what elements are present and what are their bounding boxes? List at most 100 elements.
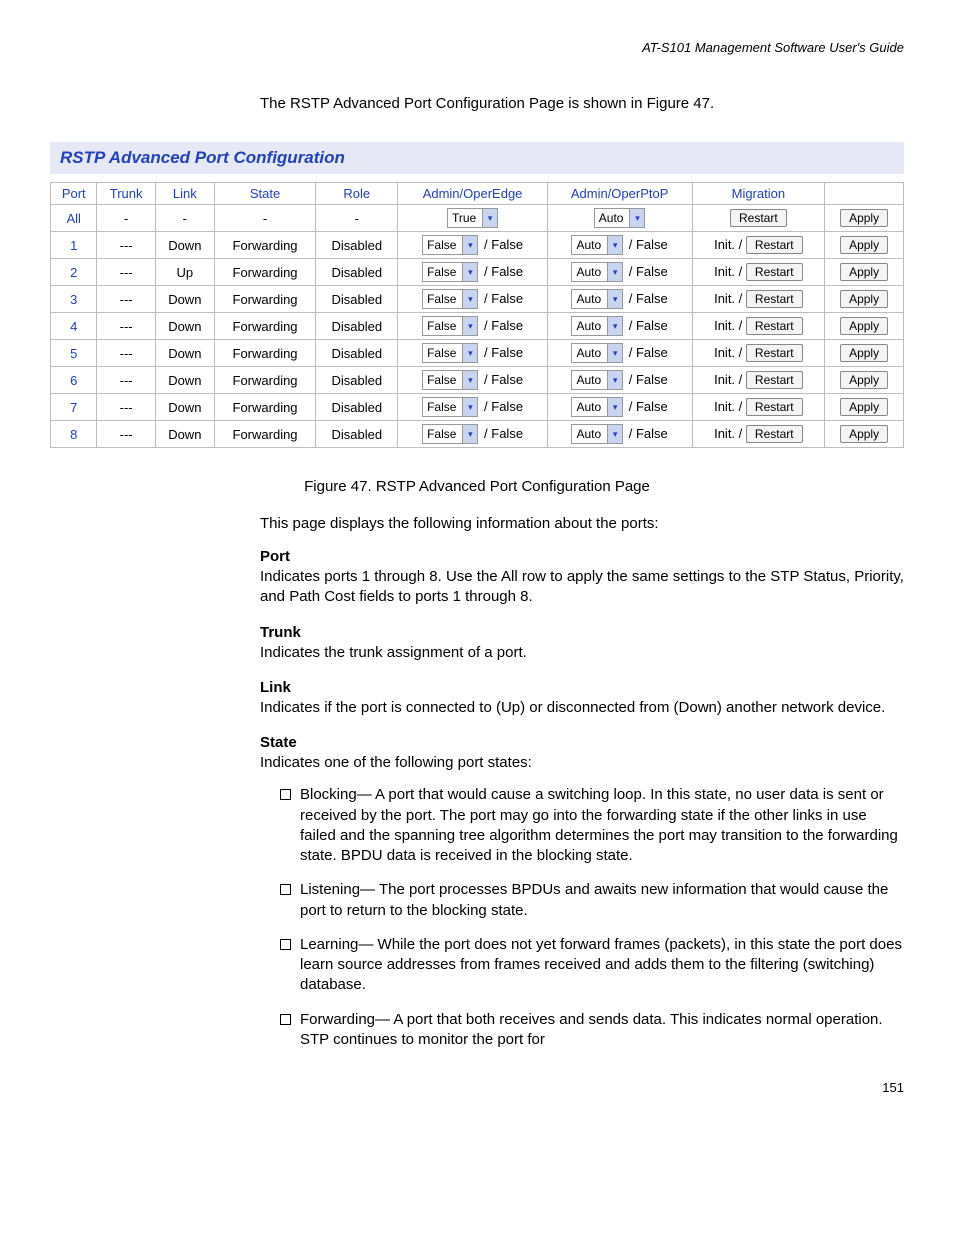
dropdown-value: Auto bbox=[572, 265, 607, 279]
state-item: Forwarding— A port that both receives an… bbox=[280, 1010, 904, 1051]
dropdown[interactable]: Auto▾ bbox=[571, 316, 623, 336]
field-port-desc: Indicates ports 1 through 8. Use the All… bbox=[260, 567, 904, 608]
init-label: Init. / bbox=[714, 237, 742, 252]
restart-button[interactable]: Restart bbox=[746, 371, 803, 389]
cell-trunk: --- bbox=[97, 367, 155, 394]
dropdown[interactable]: Auto▾ bbox=[571, 424, 623, 444]
restart-button[interactable]: Restart bbox=[746, 290, 803, 308]
cell-edge: False▾ / False bbox=[398, 232, 547, 259]
dropdown[interactable]: False▾ bbox=[422, 343, 478, 363]
restart-button[interactable]: Restart bbox=[746, 425, 803, 443]
apply-button[interactable]: Apply bbox=[840, 290, 888, 308]
cell-ptop: Auto▾ bbox=[547, 205, 692, 232]
cell-apply: Apply bbox=[825, 340, 904, 367]
apply-button[interactable]: Apply bbox=[840, 317, 888, 335]
cell-migration: Init. / Restart bbox=[692, 394, 825, 421]
dropdown[interactable]: Auto▾ bbox=[594, 208, 646, 228]
table-row: 1---DownForwardingDisabledFalse▾ / False… bbox=[51, 232, 904, 259]
restart-button[interactable]: Restart bbox=[746, 398, 803, 416]
restart-button[interactable]: Restart bbox=[746, 344, 803, 362]
dropdown[interactable]: Auto▾ bbox=[571, 397, 623, 417]
chevron-down-icon: ▾ bbox=[607, 398, 622, 416]
port-link[interactable]: 5 bbox=[51, 340, 97, 367]
port-link[interactable]: 3 bbox=[51, 286, 97, 313]
restart-button[interactable]: Restart bbox=[746, 236, 803, 254]
oper-ptop: / False bbox=[629, 345, 668, 360]
apply-button[interactable]: Apply bbox=[840, 371, 888, 389]
apply-button[interactable]: Apply bbox=[840, 209, 888, 227]
dropdown-value: False bbox=[423, 427, 462, 441]
port-all[interactable]: All bbox=[51, 205, 97, 232]
dropdown[interactable]: False▾ bbox=[422, 316, 478, 336]
cell-link: Down bbox=[155, 340, 214, 367]
dropdown[interactable]: False▾ bbox=[422, 235, 478, 255]
port-link[interactable]: 2 bbox=[51, 259, 97, 286]
oper-edge: / False bbox=[484, 399, 523, 414]
restart-button[interactable]: Restart bbox=[746, 263, 803, 281]
cell-edge: False▾ / False bbox=[398, 313, 547, 340]
dropdown[interactable]: Auto▾ bbox=[571, 370, 623, 390]
cell-trunk: --- bbox=[97, 340, 155, 367]
cell-trunk: --- bbox=[97, 313, 155, 340]
chevron-down-icon: ▾ bbox=[462, 290, 477, 308]
dropdown-value: Auto bbox=[572, 319, 607, 333]
cell-role: Disabled bbox=[316, 421, 398, 448]
port-link[interactable]: 4 bbox=[51, 313, 97, 340]
table-row: 2---UpForwardingDisabledFalse▾ / FalseAu… bbox=[51, 259, 904, 286]
dropdown-value: False bbox=[423, 292, 462, 306]
dropdown[interactable]: False▾ bbox=[422, 370, 478, 390]
chevron-down-icon: ▾ bbox=[462, 398, 477, 416]
apply-button[interactable]: Apply bbox=[840, 236, 888, 254]
apply-button[interactable]: Apply bbox=[840, 344, 888, 362]
cell-role: Disabled bbox=[316, 367, 398, 394]
port-link[interactable]: 1 bbox=[51, 232, 97, 259]
cell-ptop: Auto▾ / False bbox=[547, 394, 692, 421]
port-link[interactable]: 6 bbox=[51, 367, 97, 394]
cell: - bbox=[316, 205, 398, 232]
cell-state: Forwarding bbox=[214, 259, 315, 286]
field-trunk-desc: Indicates the trunk assignment of a port… bbox=[260, 643, 904, 663]
chevron-down-icon: ▾ bbox=[607, 425, 622, 443]
apply-button[interactable]: Apply bbox=[840, 398, 888, 416]
col-role: Role bbox=[316, 183, 398, 205]
oper-edge: / False bbox=[484, 237, 523, 252]
dropdown-value: Auto bbox=[572, 346, 607, 360]
chevron-down-icon: ▾ bbox=[607, 236, 622, 254]
dropdown-value: Auto bbox=[572, 427, 607, 441]
apply-button[interactable]: Apply bbox=[840, 263, 888, 281]
chevron-down-icon: ▾ bbox=[482, 209, 497, 227]
dropdown[interactable]: Auto▾ bbox=[571, 262, 623, 282]
col-apply bbox=[825, 183, 904, 205]
cell-state: Forwarding bbox=[214, 313, 315, 340]
cell-edge: False▾ / False bbox=[398, 286, 547, 313]
cell-ptop: Auto▾ / False bbox=[547, 421, 692, 448]
dropdown[interactable]: Auto▾ bbox=[571, 235, 623, 255]
dropdown[interactable]: True▾ bbox=[447, 208, 498, 228]
apply-button[interactable]: Apply bbox=[840, 425, 888, 443]
cell-edge: False▾ / False bbox=[398, 421, 547, 448]
cell-trunk: --- bbox=[97, 421, 155, 448]
dropdown[interactable]: Auto▾ bbox=[571, 289, 623, 309]
restart-button[interactable]: Restart bbox=[746, 317, 803, 335]
restart-button[interactable]: Restart bbox=[730, 209, 787, 227]
dropdown[interactable]: False▾ bbox=[422, 424, 478, 444]
table-row: 4---DownForwardingDisabledFalse▾ / False… bbox=[51, 313, 904, 340]
dropdown[interactable]: Auto▾ bbox=[571, 343, 623, 363]
port-link[interactable]: 8 bbox=[51, 421, 97, 448]
field-link-desc: Indicates if the port is connected to (U… bbox=[260, 698, 904, 718]
field-state-desc: Indicates one of the following port stat… bbox=[260, 753, 904, 773]
dropdown[interactable]: False▾ bbox=[422, 262, 478, 282]
table-row: 6---DownForwardingDisabledFalse▾ / False… bbox=[51, 367, 904, 394]
init-label: Init. / bbox=[714, 426, 742, 441]
cell-edge: True▾ bbox=[398, 205, 547, 232]
cell-edge: False▾ / False bbox=[398, 259, 547, 286]
port-link[interactable]: 7 bbox=[51, 394, 97, 421]
dropdown-value: False bbox=[423, 400, 462, 414]
dropdown[interactable]: False▾ bbox=[422, 289, 478, 309]
dropdown[interactable]: False▾ bbox=[422, 397, 478, 417]
col-link: Link bbox=[155, 183, 214, 205]
cell-state: Forwarding bbox=[214, 367, 315, 394]
dropdown-value: Auto bbox=[595, 211, 630, 225]
chevron-down-icon: ▾ bbox=[607, 263, 622, 281]
table-header-row: Port Trunk Link State Role Admin/OperEdg… bbox=[51, 183, 904, 205]
